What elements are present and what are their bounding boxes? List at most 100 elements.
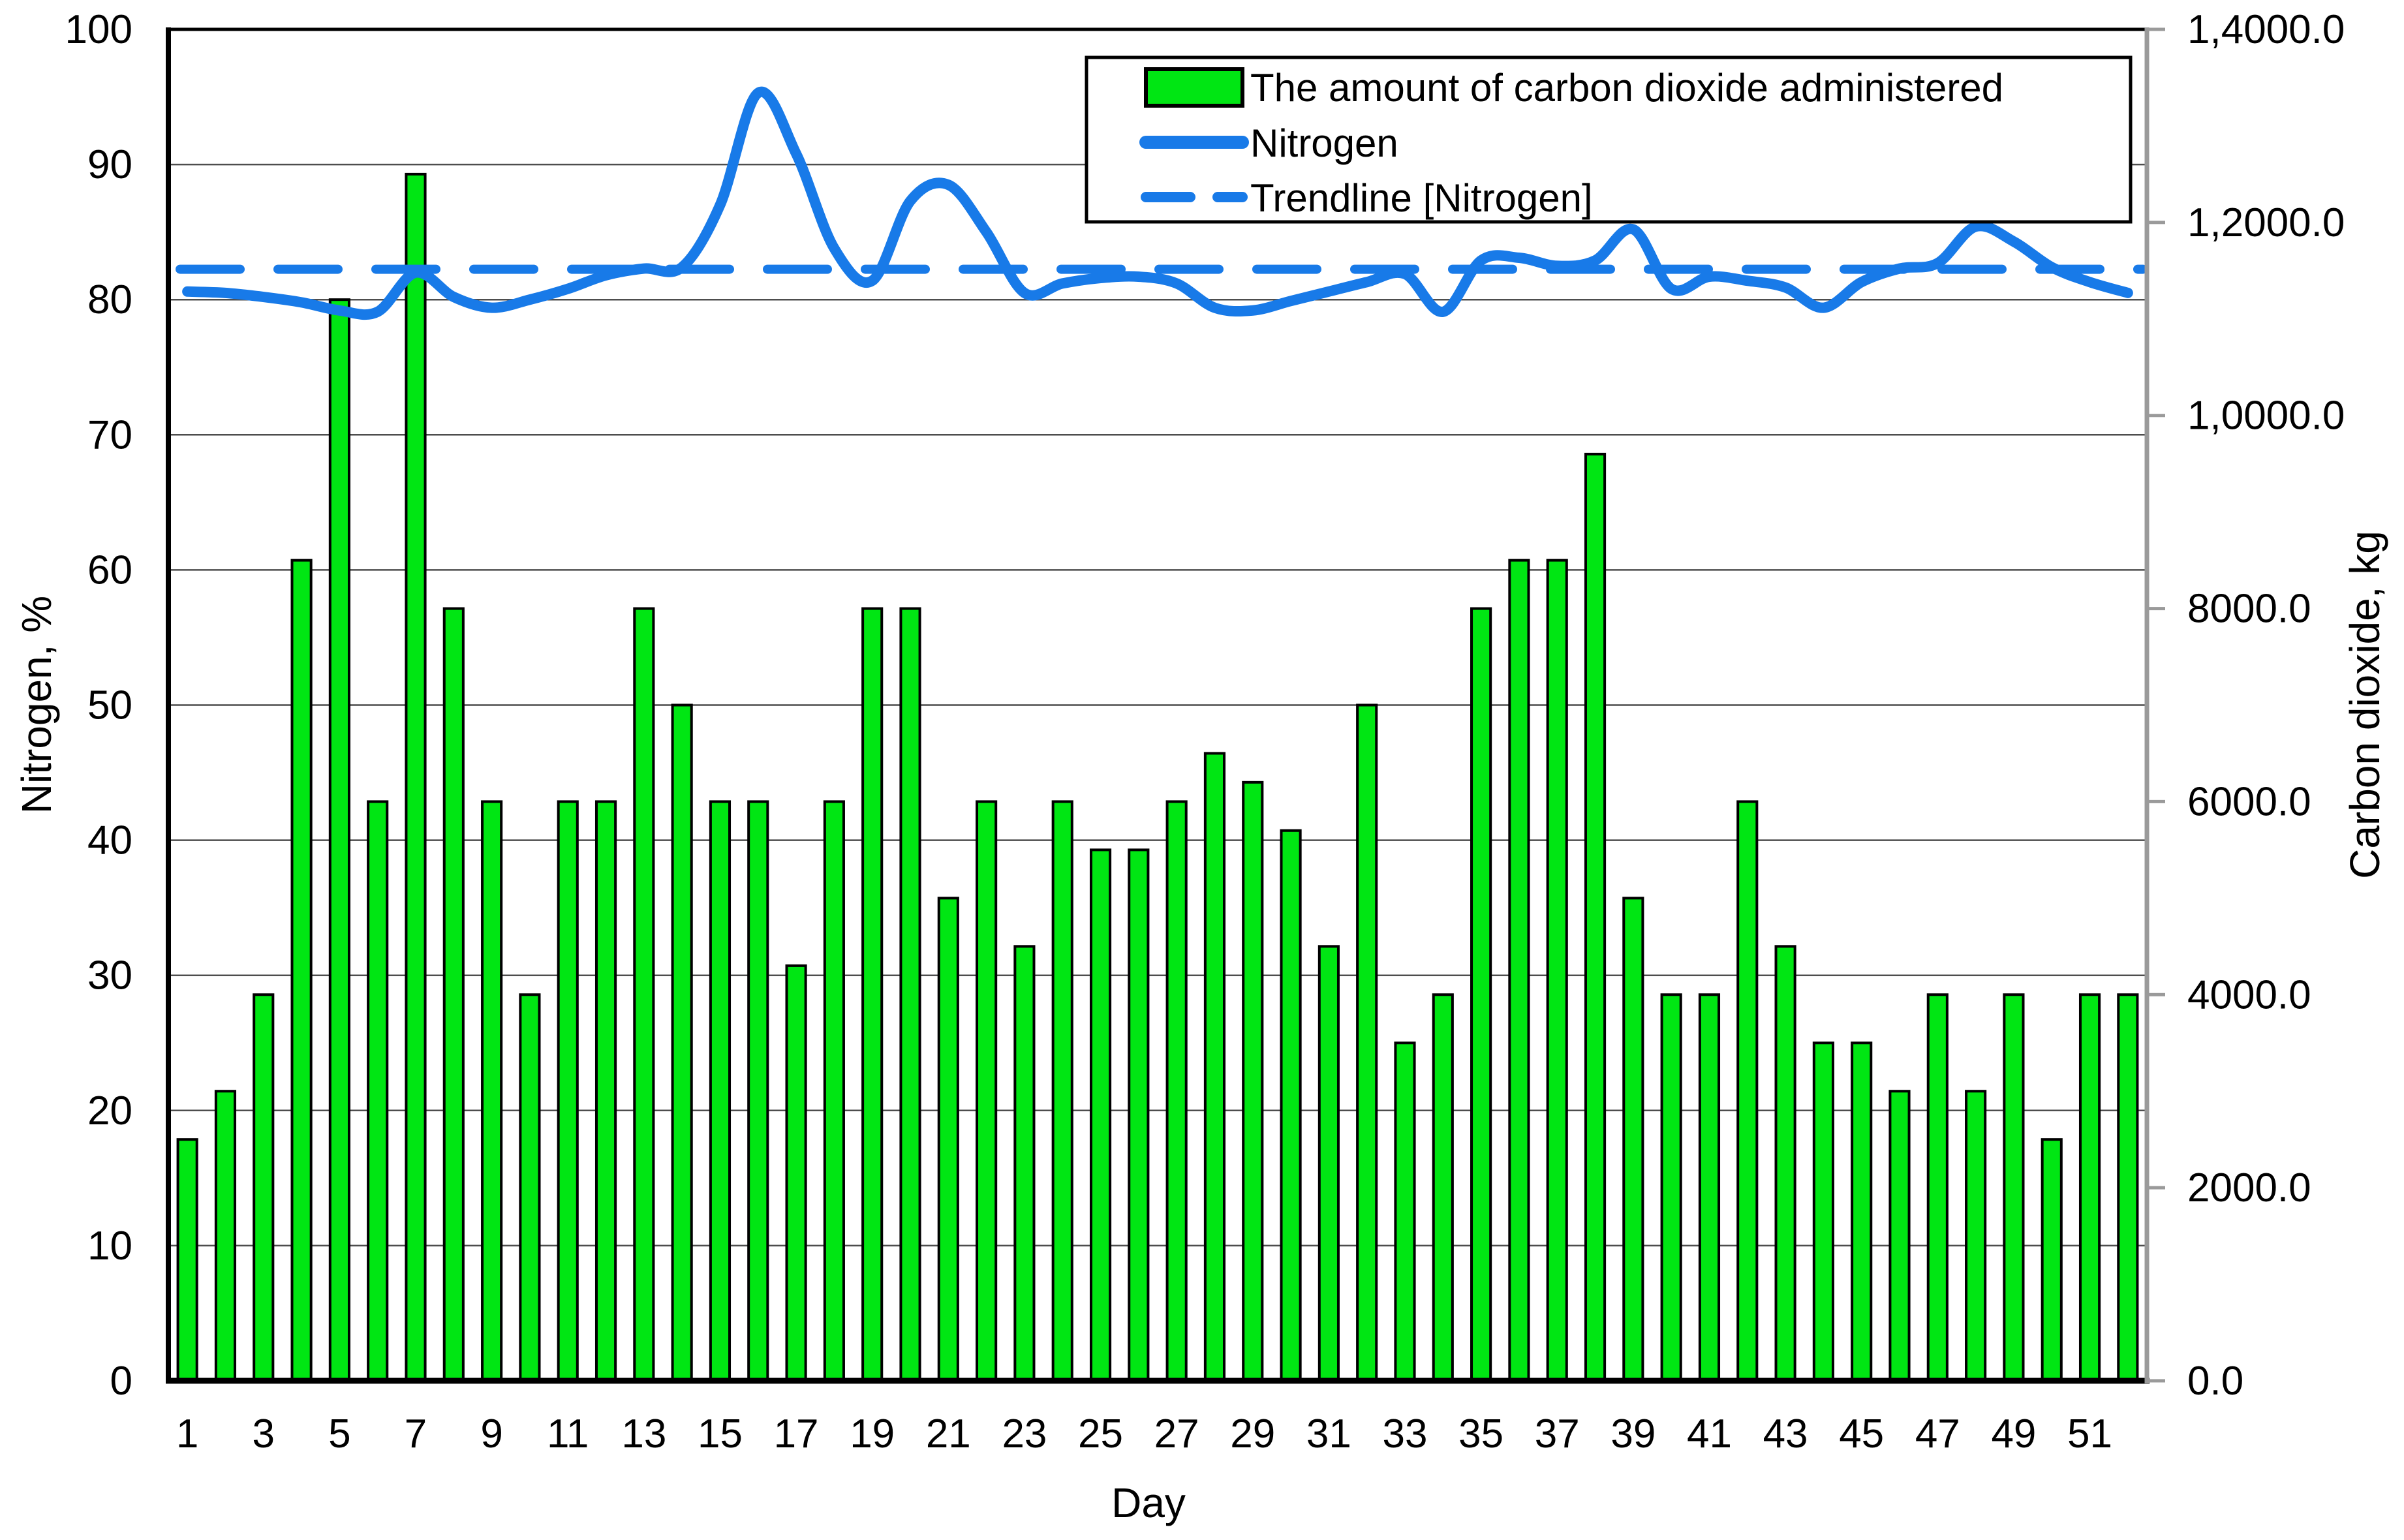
bar-day-33 <box>1394 1041 1416 1382</box>
y-right-tick-2000: 2000.0 <box>2187 1165 2311 1210</box>
y-axis-title-left: Nitrogen, % <box>13 596 60 814</box>
x-tick-day-19: 19 <box>850 1411 895 1456</box>
bar-day-15 <box>709 800 732 1382</box>
bar-day-52 <box>2117 993 2139 1383</box>
bar-day-27 <box>1165 800 1188 1382</box>
x-tick-day-45: 45 <box>1839 1411 1884 1456</box>
bar-day-30 <box>1280 829 1302 1382</box>
bar-day-7 <box>405 172 427 1383</box>
bar-day-42 <box>1736 800 1759 1382</box>
bar-day-44 <box>1812 1041 1834 1382</box>
x-tick-day-35: 35 <box>1458 1411 1503 1456</box>
y-left-tick-10: 10 <box>87 1224 132 1269</box>
bar-day-9 <box>481 800 503 1382</box>
x-tick-day-15: 15 <box>698 1411 743 1456</box>
bar-day-23 <box>1013 945 1036 1382</box>
bar-day-4 <box>290 559 313 1382</box>
bar-day-5 <box>328 298 350 1383</box>
bar-day-39 <box>1622 897 1644 1383</box>
x-tick-day-49: 49 <box>1991 1411 2036 1456</box>
y-right-tick-14000: 1,4000.0 <box>2187 7 2345 52</box>
y-axis-title-right: Carbon dioxide, kg <box>2341 531 2388 879</box>
bar-day-2 <box>214 1090 237 1382</box>
bar-day-24 <box>1051 800 1073 1382</box>
x-tick-day-33: 33 <box>1383 1411 1428 1456</box>
bar-day-21 <box>937 897 959 1383</box>
bar-day-19 <box>861 607 884 1382</box>
bar-day-31 <box>1318 945 1340 1382</box>
x-tick-day-1: 1 <box>176 1411 198 1456</box>
y-right-tick-8000: 8000.0 <box>2187 587 2311 632</box>
y-left-tick-30: 30 <box>87 953 132 998</box>
bar-series <box>176 172 2139 1383</box>
bar-day-6 <box>367 800 389 1382</box>
legend: The amount of carbon dioxide administere… <box>1085 55 2133 224</box>
x-tick-day-41: 41 <box>1687 1411 1732 1456</box>
y-left-tick-0: 0 <box>110 1359 132 1404</box>
bar-day-20 <box>899 607 921 1382</box>
x-tick-day-51: 51 <box>2067 1411 2112 1456</box>
x-tick-day-47: 47 <box>1915 1411 1960 1456</box>
bar-day-35 <box>1470 607 1492 1382</box>
bar-day-41 <box>1698 993 1721 1383</box>
x-tick-day-31: 31 <box>1306 1411 1351 1456</box>
bar-day-10 <box>519 993 541 1383</box>
x-tick-day-5: 5 <box>328 1411 350 1456</box>
bar-day-18 <box>823 800 845 1382</box>
nitrogen-line <box>182 86 2133 320</box>
legend-box <box>1085 55 2133 224</box>
bar-day-22 <box>976 800 998 1382</box>
y-left-tick-80: 80 <box>87 277 132 322</box>
y-left-tick-100: 100 <box>65 7 132 52</box>
bar-day-47 <box>1926 993 1949 1383</box>
y-left-tick-90: 90 <box>87 142 132 187</box>
y-left-tick-50: 50 <box>87 683 132 728</box>
y-right-tick-6000: 6000.0 <box>2187 779 2311 824</box>
legend-label-trendline: Trendline [Nitrogen] <box>1250 176 1593 220</box>
x-tick-day-29: 29 <box>1230 1411 1275 1456</box>
x-tick-day-37: 37 <box>1535 1411 1580 1456</box>
bar-day-45 <box>1851 1041 1873 1382</box>
bar-day-36 <box>1508 559 1530 1382</box>
bar-day-11 <box>557 800 579 1382</box>
bar-day-17 <box>785 964 807 1382</box>
bar-day-40 <box>1660 993 1682 1383</box>
x-tick-day-17: 17 <box>774 1411 819 1456</box>
bar-day-8 <box>442 607 465 1382</box>
y-right-tick-0: 0.0 <box>2187 1359 2243 1404</box>
bar-day-43 <box>1774 945 1796 1382</box>
x-axis-title: Day <box>1111 1479 1186 1526</box>
bar-day-48 <box>1965 1090 1987 1382</box>
x-tick-day-27: 27 <box>1154 1411 1199 1456</box>
legend-label-nitrogen: Nitrogen <box>1250 121 1398 165</box>
x-tick-day-11: 11 <box>547 1411 589 1456</box>
x-tick-day-39: 39 <box>1610 1411 1656 1456</box>
x-tick-day-9: 9 <box>480 1411 502 1456</box>
bar-day-49 <box>2003 993 2025 1383</box>
bar-day-13 <box>633 607 655 1382</box>
bar-day-12 <box>594 800 617 1382</box>
bar-day-46 <box>1888 1090 1911 1382</box>
bar-day-3 <box>253 993 275 1383</box>
bar-day-50 <box>2041 1138 2063 1383</box>
bar-day-26 <box>1128 848 1150 1382</box>
line-series <box>176 86 2148 320</box>
y-right-tick-12000: 1,2000.0 <box>2187 200 2345 245</box>
bar-day-32 <box>1356 703 1378 1382</box>
x-tick-day-3: 3 <box>253 1411 275 1456</box>
y-right-tick-10000: 1,0000.0 <box>2187 393 2345 439</box>
bar-day-37 <box>1546 559 1568 1382</box>
x-tick-day-7: 7 <box>405 1411 427 1456</box>
bar-day-16 <box>747 800 769 1382</box>
x-tick-day-23: 23 <box>1002 1411 1047 1456</box>
axes <box>166 27 2165 1384</box>
y-left-tick-20: 20 <box>87 1088 132 1133</box>
y-left-tick-70: 70 <box>87 412 132 457</box>
bar-day-38 <box>1584 452 1607 1382</box>
legend-swatch-bar-icon <box>1144 67 1244 108</box>
x-tick-day-21: 21 <box>926 1411 971 1456</box>
y-left-tick-60: 60 <box>87 547 132 593</box>
y-left-tick-40: 40 <box>87 818 132 863</box>
